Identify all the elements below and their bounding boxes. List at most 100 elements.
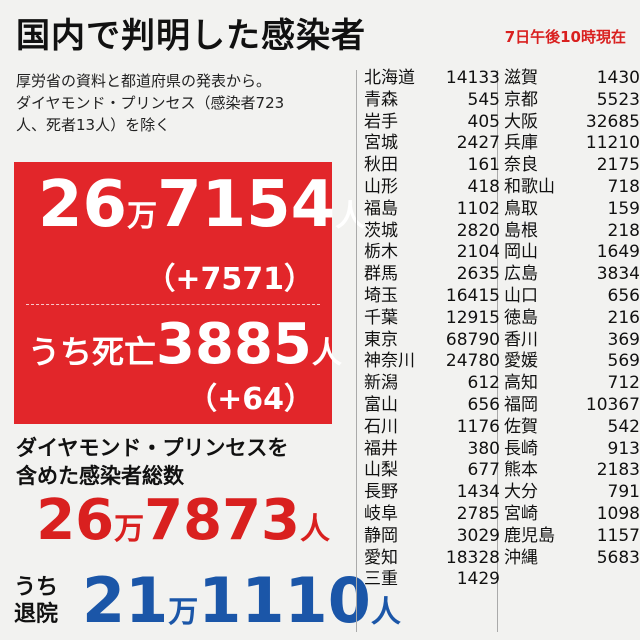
prefecture-count: 2635 bbox=[456, 264, 500, 285]
prefecture-count: 913 bbox=[607, 438, 640, 459]
source-note: 厚労省の資料と都道府県の発表から。 ダイヤモンド・プリンセス（感染者723 人、… bbox=[16, 70, 346, 136]
prefecture-row: 徳島 216 bbox=[504, 308, 640, 330]
prefecture-name: 神奈川 bbox=[364, 351, 415, 372]
prefecture-name: 岩手 bbox=[364, 111, 398, 132]
dp-label-line: ダイヤモンド・プリンセスを bbox=[16, 436, 289, 460]
prefecture-count: 545 bbox=[467, 89, 500, 110]
prefecture-name: 長野 bbox=[364, 482, 398, 503]
prefecture-name: 滋賀 bbox=[504, 68, 538, 88]
prefecture-count: 1102 bbox=[456, 198, 500, 219]
prefecture-count: 369 bbox=[607, 329, 640, 350]
prefecture-row: 愛知 18328 bbox=[364, 548, 500, 570]
prefecture-name: 愛媛 bbox=[504, 351, 538, 372]
prefecture-name: 熊本 bbox=[504, 460, 538, 481]
prefecture-name: 鳥取 bbox=[504, 198, 538, 219]
prefecture-row: 鹿児島 1157 bbox=[504, 526, 640, 548]
prefecture-count: 16415 bbox=[445, 285, 500, 306]
prefecture-name: 群馬 bbox=[364, 264, 398, 285]
prefecture-count: 712 bbox=[607, 373, 640, 394]
prefecture-name: 宮城 bbox=[364, 133, 398, 154]
prefecture-name: 山形 bbox=[364, 176, 398, 197]
prefecture-name: 宮崎 bbox=[504, 503, 538, 524]
prefecture-count: 1429 bbox=[456, 569, 500, 590]
prefecture-row: 静岡 3029 bbox=[364, 526, 500, 548]
prefecture-row: 佐賀 542 bbox=[504, 417, 640, 439]
prefecture-count: 2104 bbox=[456, 242, 500, 263]
timestamp: 7日午後10時現在 bbox=[504, 28, 626, 46]
prefecture-row: 岐阜 2785 bbox=[364, 504, 500, 526]
prefecture-name: 栃木 bbox=[364, 242, 398, 263]
prefecture-row: 福島 1102 bbox=[364, 199, 500, 221]
prefecture-count: 1649 bbox=[596, 242, 640, 263]
prefecture-count: 14133 bbox=[445, 68, 500, 88]
recovered-label-line: 退院 bbox=[14, 602, 59, 627]
prefecture-count: 542 bbox=[607, 416, 640, 437]
prefecture-row: 青森 545 bbox=[364, 90, 500, 112]
prefecture-name: 山梨 bbox=[364, 460, 398, 481]
prefecture-row: 宮崎 1098 bbox=[504, 504, 640, 526]
dp-total-label: ダイヤモンド・プリンセスを 含めた感染者総数 bbox=[16, 434, 346, 490]
prefecture-count: 656 bbox=[607, 285, 640, 306]
prefecture-name: 北海道 bbox=[364, 68, 415, 88]
prefecture-name: 岡山 bbox=[504, 242, 538, 263]
prefecture-row: 千葉 12915 bbox=[364, 308, 500, 330]
prefecture-count: 3834 bbox=[596, 264, 640, 285]
prefecture-row: 山口 656 bbox=[504, 286, 640, 308]
prefecture-row: 東京 68790 bbox=[364, 330, 500, 352]
prefecture-row: 秋田 161 bbox=[364, 155, 500, 177]
prefecture-row: 三重 1429 bbox=[364, 569, 500, 591]
prefecture-row: 京都 5523 bbox=[504, 90, 640, 112]
prefecture-name: 佐賀 bbox=[504, 416, 538, 437]
prefecture-name: 鹿児島 bbox=[504, 525, 555, 546]
note-line: 厚労省の資料と都道府県の発表から。 bbox=[16, 72, 272, 90]
prefecture-name: 大分 bbox=[504, 482, 538, 503]
prefecture-count: 2785 bbox=[456, 503, 500, 524]
prefecture-count: 159 bbox=[607, 198, 640, 219]
prefecture-count: 791 bbox=[607, 482, 640, 503]
total-cases: 26万7154人 bbox=[38, 168, 365, 242]
prefecture-count: 218 bbox=[607, 220, 640, 241]
prefecture-count: 161 bbox=[467, 155, 500, 176]
dp-total-unit: 人 bbox=[300, 512, 330, 547]
prefecture-name: 新潟 bbox=[364, 373, 398, 394]
prefecture-row: 奈良 2175 bbox=[504, 155, 640, 177]
prefecture-count: 612 bbox=[467, 373, 500, 394]
column-divider bbox=[356, 70, 357, 632]
dp-total-man: 26 bbox=[36, 488, 115, 553]
prefecture-row: 福井 380 bbox=[364, 439, 500, 461]
prefecture-count: 1157 bbox=[596, 525, 640, 546]
prefecture-count: 2183 bbox=[596, 460, 640, 481]
prefecture-name: 長崎 bbox=[504, 438, 538, 459]
total-cases-man: 26 bbox=[38, 168, 128, 242]
prefecture-name: 福岡 bbox=[504, 394, 538, 415]
header: 国内で判明した感染者 7日午後10時現在 bbox=[0, 0, 640, 62]
prefecture-count: 1176 bbox=[456, 416, 500, 437]
prefecture-row: 香川 369 bbox=[504, 330, 640, 352]
dp-total-rest: 7873 bbox=[144, 488, 300, 553]
prefecture-name: 沖縄 bbox=[504, 547, 538, 568]
prefecture-count: 1098 bbox=[596, 503, 640, 524]
prefecture-count: 68790 bbox=[445, 329, 500, 350]
prefecture-count: 5523 bbox=[596, 89, 640, 110]
prefecture-row: 和歌山 718 bbox=[504, 177, 640, 199]
prefecture-count: 2175 bbox=[596, 155, 640, 176]
prefecture-row: 埼玉 16415 bbox=[364, 286, 500, 308]
prefecture-count: 405 bbox=[467, 111, 500, 132]
prefecture-list-east: 北海道 14133 青森 545 岩手 405 宮城 2427 秋田 161 山形 418 福島 1102… bbox=[364, 68, 500, 591]
prefecture-name: 奈良 bbox=[504, 155, 538, 176]
prefecture-row: 島根 218 bbox=[504, 221, 640, 243]
prefecture-count: 10367 bbox=[585, 394, 640, 415]
prefecture-count: 1430 bbox=[596, 68, 640, 88]
prefecture-name: 大阪 bbox=[504, 111, 538, 132]
prefecture-count: 216 bbox=[607, 307, 640, 328]
prefecture-count: 2820 bbox=[456, 220, 500, 241]
prefecture-name: 茨城 bbox=[364, 220, 398, 241]
prefecture-count: 3029 bbox=[456, 525, 500, 546]
prefecture-name: 石川 bbox=[364, 416, 398, 437]
prefecture-row: 富山 656 bbox=[364, 395, 500, 417]
deaths-label: うち死亡 bbox=[28, 333, 157, 371]
dp-total-value: 26万7873人 bbox=[36, 488, 330, 553]
prefecture-row: 広島 3834 bbox=[504, 264, 640, 286]
prefecture-row: 茨城 2820 bbox=[364, 221, 500, 243]
column-divider bbox=[497, 70, 498, 632]
